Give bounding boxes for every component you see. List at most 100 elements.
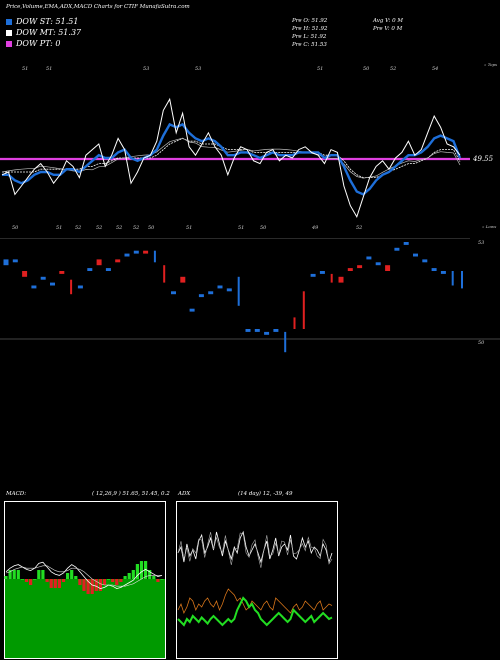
dow-st-line xyxy=(2,122,462,196)
legend-label: DOW PT: 0 xyxy=(16,39,61,48)
box-bar xyxy=(87,268,93,271)
page-title: Price,Volume,EMA,ADX,MACD Charts for CTI… xyxy=(6,4,190,10)
macd-histogram-bar xyxy=(102,579,107,585)
volume-readout: Avg V: 0 M Pre V: 0 M xyxy=(373,17,403,33)
box-bar xyxy=(330,273,333,283)
box-bar xyxy=(31,285,37,289)
bottom-tick-label: 52 xyxy=(116,225,122,231)
macd-histogram-bar xyxy=(70,570,74,579)
macd-histogram-bar xyxy=(20,579,24,580)
ohlc-high: Pre H: 51.92 xyxy=(292,26,328,32)
macd-histogram-bar xyxy=(4,576,8,579)
macd-histogram-bar xyxy=(37,570,41,579)
macd-histogram-bar xyxy=(127,573,131,579)
macd-histogram-bar xyxy=(61,579,66,582)
top-tick-label: 50 xyxy=(363,66,370,72)
macd-histogram-bar xyxy=(115,579,119,585)
box-bar xyxy=(77,285,83,289)
box-bar xyxy=(198,294,204,298)
legend-item-dow-pt: DOW PT: 0 xyxy=(6,38,81,49)
bottom-tick-label: 51 xyxy=(186,225,192,231)
di-plus-secondary-line xyxy=(177,532,333,568)
macd-histogram-bar xyxy=(156,579,160,582)
last-price-label: 49.55 xyxy=(472,155,494,163)
avg-volume: Avg V: 0 M xyxy=(373,18,404,24)
box-bar xyxy=(284,331,287,353)
macd-histogram xyxy=(4,561,164,594)
macd-histogram-bar xyxy=(82,579,86,591)
bottom-tick-label: 50 xyxy=(148,225,155,231)
box-bar xyxy=(133,250,139,254)
macd-histogram-bar xyxy=(139,561,144,579)
macd-signal-line xyxy=(5,565,162,587)
box-bar xyxy=(12,259,18,263)
legend: DOW ST: 51.51 DOW MT: 51.37 DOW PT: 0 xyxy=(6,16,81,49)
box-bar xyxy=(357,265,363,269)
box-bar xyxy=(302,291,305,329)
ohlc-low: Pre L: 51.92 xyxy=(292,34,327,40)
box-bar xyxy=(310,273,316,277)
macd-histogram-bar xyxy=(94,579,98,591)
box-bar xyxy=(347,268,353,271)
ohlc-readout: Pre O: 51.92 Pre H: 51.92 Pre L: 51.92 P… xyxy=(292,17,327,49)
box-bar xyxy=(366,256,372,260)
box-bar xyxy=(431,268,437,271)
box-bar xyxy=(3,259,9,266)
box-bar xyxy=(264,331,270,335)
box-bar xyxy=(163,265,166,283)
bottom-tick-label: 52 xyxy=(75,225,81,231)
macd-histogram-bar xyxy=(45,579,49,582)
box-bar xyxy=(180,276,186,283)
macd-histogram-bar xyxy=(148,570,152,579)
top-tick-label: 52 xyxy=(390,66,396,72)
macd-histogram-bar xyxy=(29,579,33,585)
top-tick-label: 53 xyxy=(143,66,149,72)
lows-label: « Lows xyxy=(482,224,496,229)
box-bar xyxy=(319,271,325,274)
legend-swatch-icon xyxy=(6,29,12,36)
bottom-tick-label: 52 xyxy=(356,225,362,231)
box-bars xyxy=(3,242,463,353)
box-bar xyxy=(413,253,418,257)
bottom-tick-label: 51 xyxy=(56,225,62,231)
macd-histogram-bar xyxy=(78,579,82,585)
box-bar xyxy=(461,271,463,289)
box-bar xyxy=(375,262,381,266)
box-bar xyxy=(273,329,279,332)
macd-label: MACD: xyxy=(6,491,27,497)
box-bar xyxy=(422,259,428,263)
box-bar xyxy=(237,276,240,306)
ohlc-close: Pre C: 51.53 xyxy=(292,42,327,48)
macd-histogram-bar xyxy=(53,579,57,588)
macd-histogram-bar xyxy=(119,579,123,582)
adx-line xyxy=(177,596,333,627)
adx-frame xyxy=(176,501,338,659)
macd-histogram-bar xyxy=(57,579,61,588)
legend-swatch-icon xyxy=(6,18,12,25)
box-bar xyxy=(40,276,46,280)
macd-params: ( 12,26,9 ) 51.65, 51.45, 0.2 xyxy=(92,491,170,497)
macd-histogram-bar xyxy=(74,576,78,579)
box-bar xyxy=(22,271,28,277)
macd-histogram-bar xyxy=(41,570,45,579)
box-bar xyxy=(124,253,130,257)
price-chart: 51 51 53 53 51 50 52 54 50 51 52 52 52 52 50 51 51 50 49 5… xyxy=(0,62,497,231)
bottom-tick-label: 51 xyxy=(238,225,244,231)
box-bar xyxy=(59,271,65,274)
macd-histogram-bar xyxy=(12,570,16,579)
bottom-tick-labels: 50 51 52 52 52 52 50 51 51 50 49 52 xyxy=(12,225,362,231)
box-bar xyxy=(338,276,344,283)
box-bar xyxy=(189,308,195,312)
bottom-tick-label: 52 xyxy=(133,225,139,231)
box-bar xyxy=(293,317,296,329)
di-minus-line xyxy=(177,588,333,615)
box-bar xyxy=(50,282,55,286)
legend-label: DOW ST: 51.51 xyxy=(16,17,79,26)
macd-histogram-bar xyxy=(144,561,148,579)
macd-histogram-bar xyxy=(152,576,156,579)
macd-line xyxy=(5,561,163,590)
adx-params: (14 day) 12, -39, 49 xyxy=(238,491,293,497)
bottom-tick-label: 52 xyxy=(96,225,102,231)
box-bar xyxy=(403,242,409,245)
macd-histogram-bar xyxy=(16,570,20,579)
